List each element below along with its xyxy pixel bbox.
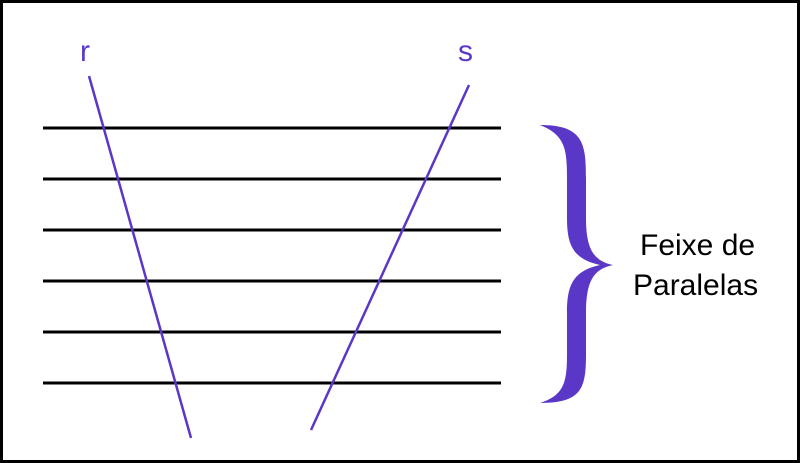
- transversal-label-s: s: [458, 35, 473, 68]
- parallel-lines-group: [43, 126, 501, 385]
- caption-line-1: Feixe de: [640, 229, 755, 262]
- diagram-canvas: r s Feixe de Paralelas: [43, 35, 758, 439]
- transversal-label-r: r: [80, 35, 90, 68]
- transversal-line-r: [87, 75, 193, 439]
- curly-brace: [540, 125, 613, 403]
- transversal-line-s: [309, 84, 471, 431]
- caption-line-2: Paralelas: [633, 269, 758, 302]
